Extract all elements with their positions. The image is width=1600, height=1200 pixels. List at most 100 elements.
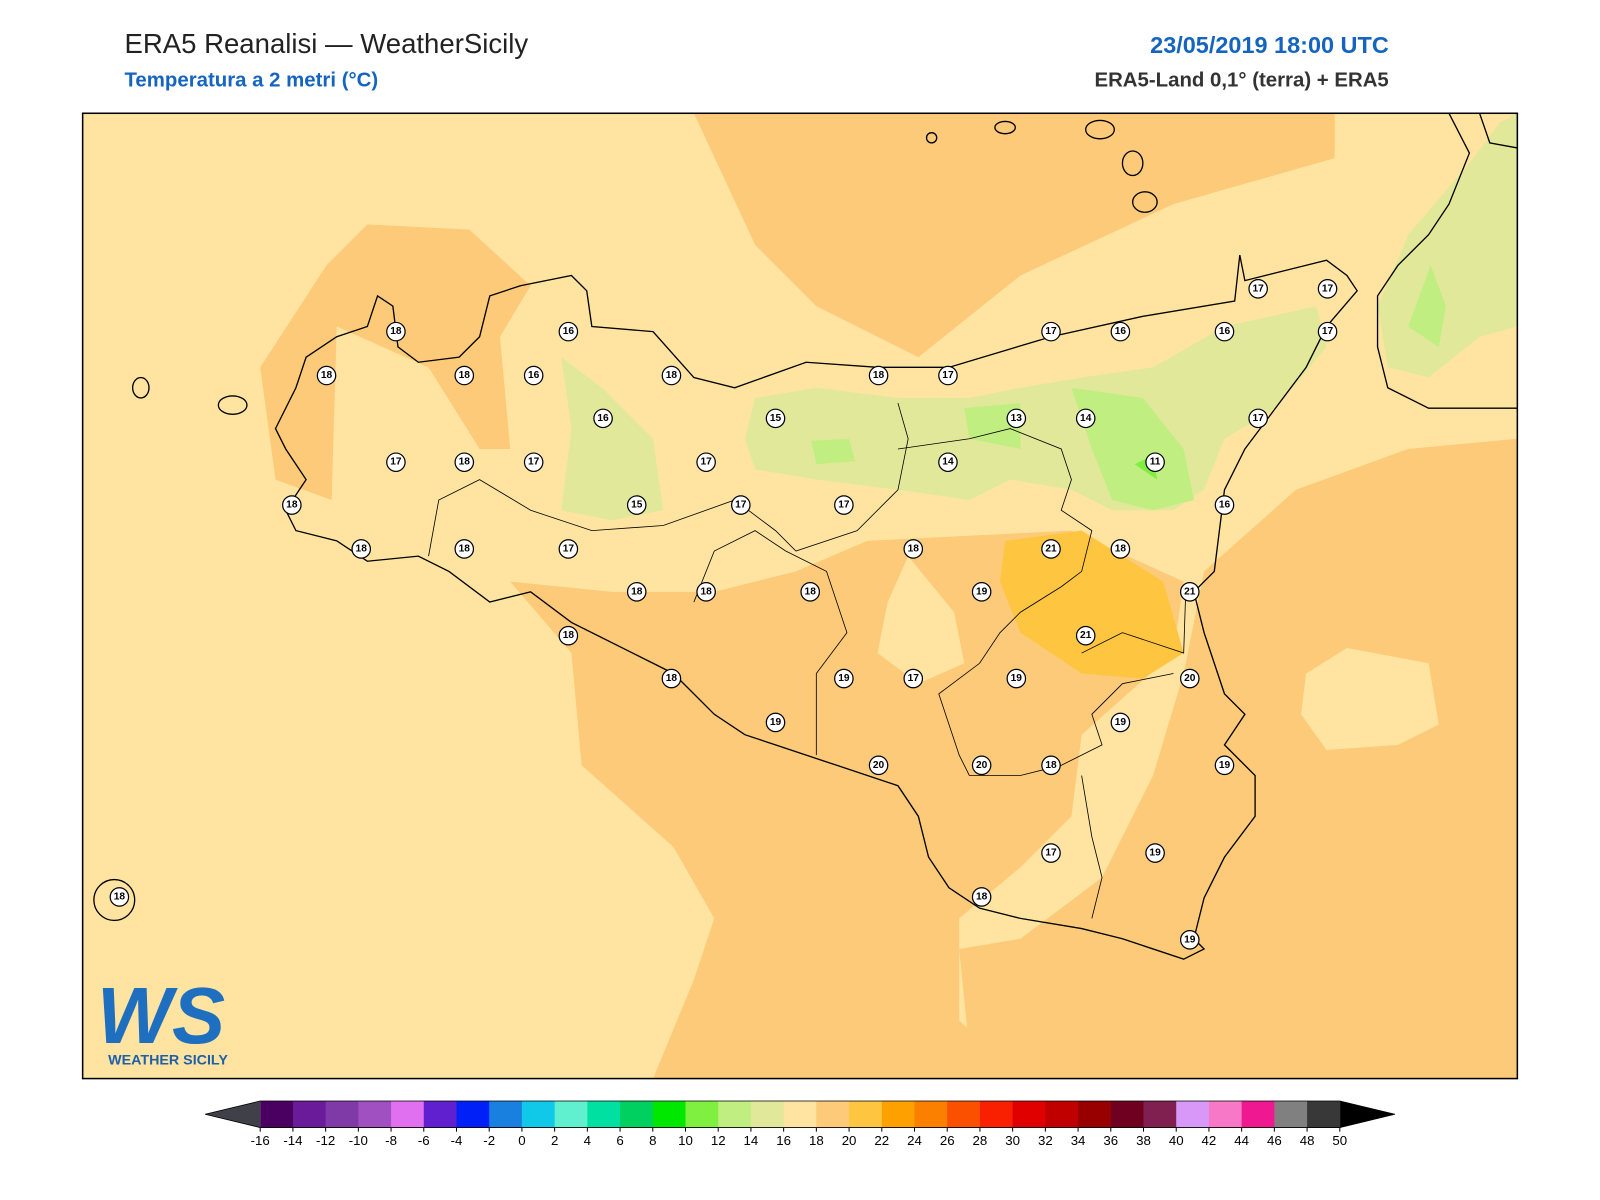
station: 20 xyxy=(971,755,992,776)
colorbar-tick-label: 34 xyxy=(1071,1133,1086,1148)
station: 18 xyxy=(351,539,372,559)
colorbar-tick-label: 24 xyxy=(907,1133,922,1148)
station: 16 xyxy=(593,408,613,429)
station: 17 xyxy=(1041,843,1061,863)
map-frame xyxy=(81,112,1519,1080)
station-value: 14 xyxy=(1080,413,1092,424)
station-marker xyxy=(1214,495,1235,515)
colorbar-swatch xyxy=(881,1101,916,1128)
station-marker xyxy=(971,582,992,602)
station-marker xyxy=(971,887,992,907)
station: 17 xyxy=(834,495,854,515)
colorbar-tick-label: -10 xyxy=(349,1133,368,1148)
station: 19 xyxy=(1214,755,1235,776)
colorbar-tick-label: 48 xyxy=(1300,1133,1315,1148)
colorbar-tick-label: 38 xyxy=(1136,1133,1151,1148)
station-marker xyxy=(1214,755,1235,776)
colorbar-tick-label: 22 xyxy=(874,1133,889,1148)
station-marker xyxy=(1214,321,1235,342)
station-value: 17 xyxy=(1045,326,1057,337)
map: 18 16 18 18 16 18 18 17 17 16 16 17 17 17 16 15 13 14 17 17… xyxy=(82,113,1518,1079)
station: 21 xyxy=(1041,539,1061,559)
colorbar-tick-label: 0 xyxy=(518,1133,525,1148)
station-marker xyxy=(454,452,475,473)
station-value: 18 xyxy=(631,586,643,597)
colorbar-tick-label: 36 xyxy=(1103,1133,1118,1148)
colorbar-swatch xyxy=(554,1101,588,1128)
station-value: 17 xyxy=(735,500,747,511)
station-marker xyxy=(1180,668,1200,689)
station-marker xyxy=(316,365,337,386)
station: 17 xyxy=(696,452,716,473)
station: 19 xyxy=(1110,712,1131,733)
station-value: 17 xyxy=(1045,848,1057,859)
colorbar-tick-label: 14 xyxy=(744,1133,759,1148)
station: 18 xyxy=(1110,539,1131,559)
station-marker xyxy=(593,408,613,429)
station-marker xyxy=(523,452,544,473)
station-value: 16 xyxy=(528,370,540,381)
colorbar-tick-label: 20 xyxy=(842,1133,857,1148)
colorbar-tick-label: 26 xyxy=(940,1133,955,1148)
station-value: 15 xyxy=(631,500,643,511)
colorbar-tick-label: 8 xyxy=(649,1133,656,1148)
station-value: 21 xyxy=(1045,543,1057,554)
station-value: 16 xyxy=(1115,326,1127,337)
station-value: 11 xyxy=(1150,457,1161,468)
colorbar-swatch xyxy=(783,1101,817,1128)
station: 18 xyxy=(903,539,924,559)
station-marker xyxy=(1075,408,1096,429)
station: 15 xyxy=(626,495,647,515)
colorbar-tick-label: -14 xyxy=(283,1133,302,1148)
station-marker xyxy=(1180,582,1200,602)
colorbar-tick-label: -12 xyxy=(316,1133,335,1148)
station-marker xyxy=(1006,668,1027,689)
station-marker xyxy=(834,668,854,689)
station-value: 13 xyxy=(1011,413,1023,424)
colorbar-swatch xyxy=(325,1101,359,1128)
station: 15 xyxy=(765,408,786,429)
station: 17 xyxy=(903,668,924,689)
station-marker xyxy=(938,452,958,473)
station-marker xyxy=(282,495,302,515)
station-marker xyxy=(626,582,647,602)
station-value: 18 xyxy=(390,326,402,337)
colorbar-tick-label: 16 xyxy=(776,1133,791,1148)
station: 19 xyxy=(1180,930,1200,950)
station: 17 xyxy=(558,539,579,559)
station: 11 xyxy=(1145,452,1165,473)
station-marker xyxy=(868,755,889,776)
colorbar-swatch xyxy=(1012,1101,1046,1128)
station-value: 19 xyxy=(976,586,988,597)
station-value: 16 xyxy=(1219,326,1231,337)
station-value: 19 xyxy=(1184,934,1196,945)
station-value: 17 xyxy=(942,370,954,381)
station-value: 21 xyxy=(1080,630,1092,641)
colorbar-swatch xyxy=(718,1101,752,1128)
station-marker xyxy=(696,582,716,602)
station-value: 18 xyxy=(459,457,471,468)
colorbar-swatch xyxy=(1208,1101,1243,1128)
station-value: 16 xyxy=(563,326,575,337)
station-value: 20 xyxy=(873,760,885,771)
colorbar-swatch xyxy=(391,1101,425,1128)
station-value: 20 xyxy=(976,760,988,771)
station-marker xyxy=(1317,278,1338,299)
subtitle: Temperatura a 2 metri (°C) xyxy=(124,70,378,92)
colorbar-swatch xyxy=(587,1101,621,1128)
colorbar-tick-label: 18 xyxy=(809,1133,824,1148)
colorbar-swatch xyxy=(947,1101,981,1128)
station-value: 17 xyxy=(700,457,712,468)
station-value: 17 xyxy=(528,457,540,468)
station: 18 xyxy=(454,452,475,473)
station: 17 xyxy=(731,495,751,515)
colorbar-swatch xyxy=(456,1101,490,1128)
station: 18 xyxy=(800,582,821,602)
station-marker xyxy=(1248,408,1268,429)
station: 16 xyxy=(1110,321,1131,342)
source: ERA5-Land 0,1° (terra) + ERA5 xyxy=(1094,70,1388,92)
station-marker xyxy=(1317,321,1338,342)
colorbar-tick-label: 12 xyxy=(711,1133,726,1148)
station-value: 16 xyxy=(1219,500,1231,511)
